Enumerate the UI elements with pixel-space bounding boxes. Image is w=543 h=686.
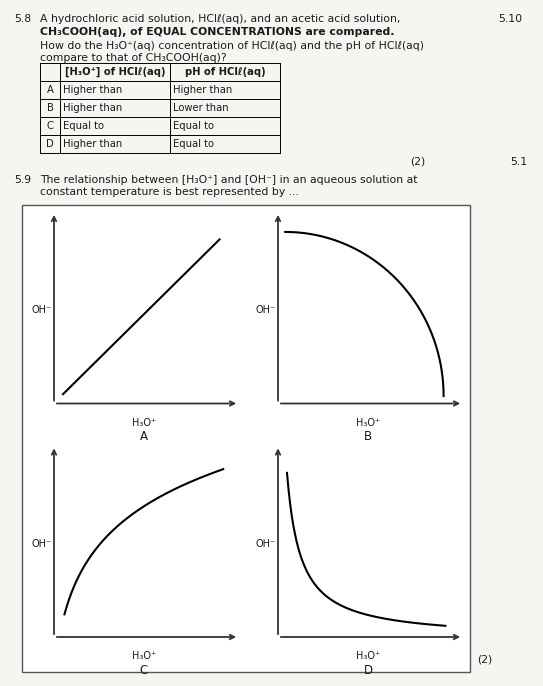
Text: (2): (2) bbox=[477, 654, 493, 664]
Text: [H₃O⁺] of HClℓ(aq): [H₃O⁺] of HClℓ(aq) bbox=[65, 67, 165, 77]
Text: The relationship between [H₃O⁺] and [OH⁻] in an aqueous solution at: The relationship between [H₃O⁺] and [OH⁻… bbox=[40, 175, 418, 185]
Text: B: B bbox=[47, 103, 53, 113]
Text: OH⁻: OH⁻ bbox=[256, 305, 276, 316]
Text: pH of HClℓ(aq): pH of HClℓ(aq) bbox=[185, 67, 266, 77]
Text: Higher than: Higher than bbox=[63, 139, 122, 149]
Text: H₃O⁺: H₃O⁺ bbox=[356, 651, 380, 661]
Text: H₃O⁺: H₃O⁺ bbox=[356, 418, 380, 427]
Text: B: B bbox=[364, 431, 372, 444]
Text: A: A bbox=[140, 431, 148, 444]
Text: A: A bbox=[47, 85, 53, 95]
Text: H₃O⁺: H₃O⁺ bbox=[132, 418, 156, 427]
Text: Higher than: Higher than bbox=[173, 85, 232, 95]
Text: OH⁻: OH⁻ bbox=[256, 539, 276, 549]
Text: C: C bbox=[47, 121, 53, 131]
Text: CH₃COOH(aq), of EQUAL CONCENTRATIONS are compared.: CH₃COOH(aq), of EQUAL CONCENTRATIONS are… bbox=[40, 27, 395, 37]
Text: compare to that of CH₃COOH(aq)?: compare to that of CH₃COOH(aq)? bbox=[40, 53, 226, 63]
Text: Higher than: Higher than bbox=[63, 85, 122, 95]
Text: (2): (2) bbox=[410, 157, 425, 167]
Text: Equal to: Equal to bbox=[63, 121, 104, 131]
Text: Higher than: Higher than bbox=[63, 103, 122, 113]
Text: D: D bbox=[46, 139, 54, 149]
Text: constant temperature is best represented by ...: constant temperature is best represented… bbox=[40, 187, 299, 197]
Text: How do the H₃O⁺(aq) concentration of HClℓ(aq) and the pH of HClℓ(aq): How do the H₃O⁺(aq) concentration of HCl… bbox=[40, 41, 424, 51]
Text: 5.10: 5.10 bbox=[498, 14, 522, 24]
Text: 5.1: 5.1 bbox=[510, 157, 527, 167]
Text: OH⁻: OH⁻ bbox=[32, 305, 52, 316]
Text: C: C bbox=[140, 664, 148, 677]
Text: H₃O⁺: H₃O⁺ bbox=[132, 651, 156, 661]
Text: Equal to: Equal to bbox=[173, 139, 214, 149]
Text: D: D bbox=[363, 664, 372, 677]
Text: 5.9: 5.9 bbox=[14, 175, 31, 185]
Text: Lower than: Lower than bbox=[173, 103, 229, 113]
Text: A hydrochloric acid solution, HClℓ(aq), and an acetic acid solution,: A hydrochloric acid solution, HClℓ(aq), … bbox=[40, 14, 400, 24]
Bar bbox=[22, 205, 470, 672]
Text: OH⁻: OH⁻ bbox=[32, 539, 52, 549]
Text: 5.8: 5.8 bbox=[14, 14, 31, 24]
Text: Equal to: Equal to bbox=[173, 121, 214, 131]
